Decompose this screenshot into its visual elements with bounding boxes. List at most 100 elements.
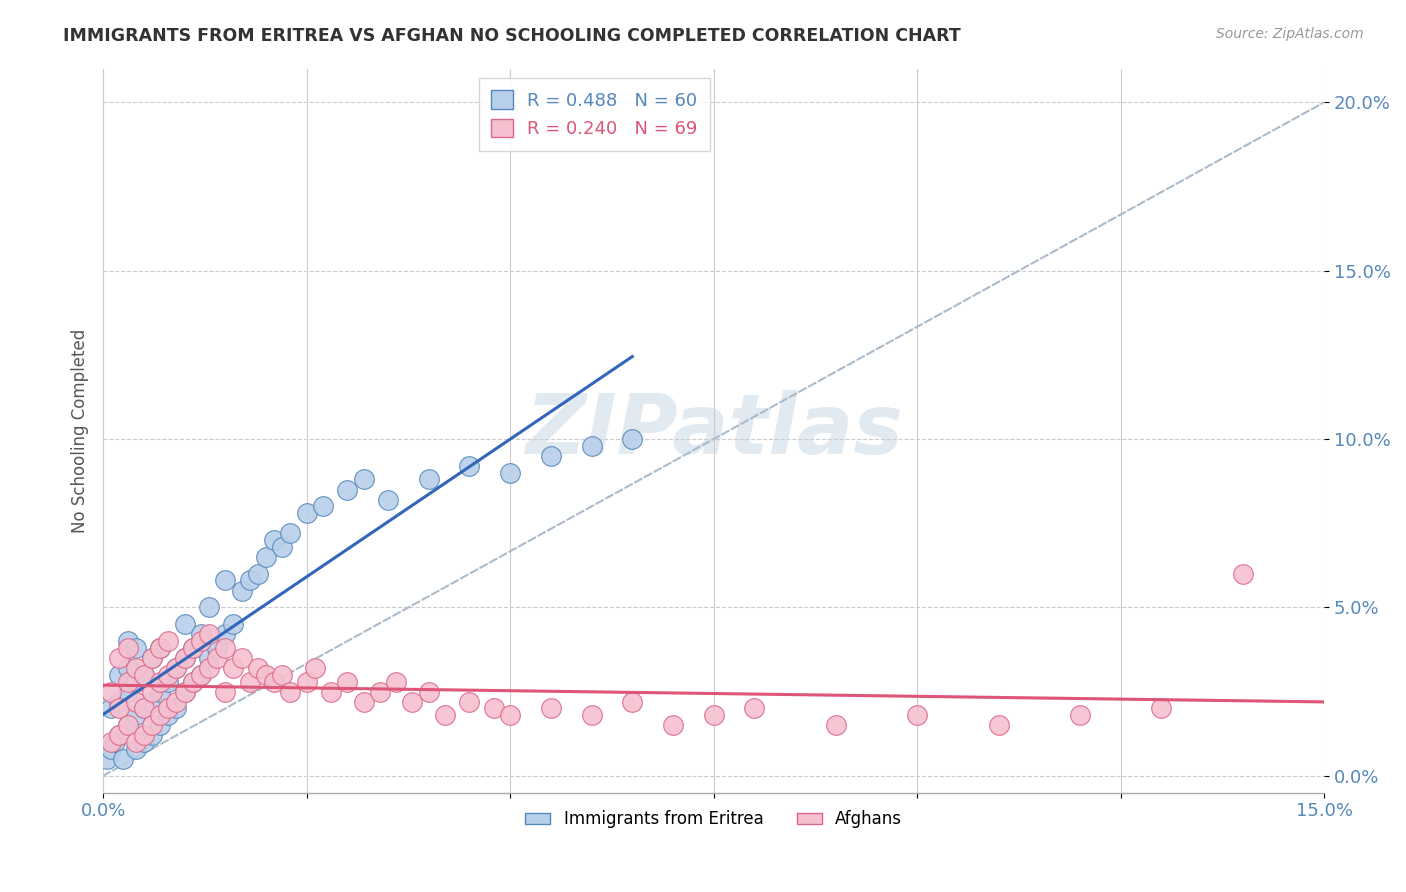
Point — [246, 566, 269, 581]
Point — [231, 583, 253, 598]
Point — [117, 661, 139, 675]
Text: IMMIGRANTS FROM ERITREA VS AFGHAN NO SCHOOLING COMPLETED CORRELATION CHART: IMMIGRANTS FROM ERITREA VS AFGHAN NO SCH… — [63, 27, 962, 45]
Point — [499, 708, 522, 723]
Point — [190, 634, 212, 648]
Point — [141, 651, 163, 665]
Point — [100, 701, 122, 715]
Point — [482, 701, 505, 715]
Point — [96, 752, 118, 766]
Point — [231, 651, 253, 665]
Point — [149, 674, 172, 689]
Point — [205, 651, 228, 665]
Point — [125, 674, 148, 689]
Point — [246, 661, 269, 675]
Point — [108, 667, 131, 681]
Point — [271, 667, 294, 681]
Point — [353, 695, 375, 709]
Point — [198, 600, 221, 615]
Point — [149, 684, 172, 698]
Point — [190, 627, 212, 641]
Point — [190, 667, 212, 681]
Point — [157, 701, 180, 715]
Point — [581, 708, 603, 723]
Point — [499, 466, 522, 480]
Point — [132, 728, 155, 742]
Point — [108, 701, 131, 715]
Point — [165, 661, 187, 675]
Point — [271, 540, 294, 554]
Point — [336, 674, 359, 689]
Point — [254, 549, 277, 564]
Point — [418, 472, 440, 486]
Point — [157, 634, 180, 648]
Point — [173, 684, 195, 698]
Point — [132, 667, 155, 681]
Point — [214, 574, 236, 588]
Point — [157, 674, 180, 689]
Text: ZIPatlas: ZIPatlas — [524, 390, 903, 471]
Point — [117, 674, 139, 689]
Point — [141, 684, 163, 698]
Point — [157, 708, 180, 723]
Point — [418, 684, 440, 698]
Point — [1150, 701, 1173, 715]
Point — [295, 506, 318, 520]
Point — [401, 695, 423, 709]
Point — [104, 735, 127, 749]
Point — [117, 640, 139, 655]
Point — [239, 674, 262, 689]
Text: Source: ZipAtlas.com: Source: ZipAtlas.com — [1216, 27, 1364, 41]
Point — [190, 667, 212, 681]
Point — [621, 432, 644, 446]
Point — [198, 651, 221, 665]
Legend: Immigrants from Eritrea, Afghans: Immigrants from Eritrea, Afghans — [519, 804, 908, 835]
Point — [353, 472, 375, 486]
Point — [181, 640, 204, 655]
Point — [108, 728, 131, 742]
Point — [165, 695, 187, 709]
Point — [117, 684, 139, 698]
Point — [157, 667, 180, 681]
Point — [987, 718, 1010, 732]
Point — [905, 708, 928, 723]
Point — [132, 735, 155, 749]
Point — [100, 684, 122, 698]
Point — [254, 667, 277, 681]
Point — [141, 718, 163, 732]
Point — [117, 718, 139, 732]
Point — [336, 483, 359, 497]
Point — [141, 695, 163, 709]
Point — [108, 695, 131, 709]
Point — [108, 651, 131, 665]
Point — [125, 695, 148, 709]
Point — [100, 742, 122, 756]
Point — [117, 634, 139, 648]
Point — [125, 640, 148, 655]
Point — [117, 718, 139, 732]
Point — [263, 674, 285, 689]
Point — [312, 500, 335, 514]
Point — [125, 735, 148, 749]
Point — [149, 640, 172, 655]
Point — [662, 718, 685, 732]
Point — [125, 742, 148, 756]
Point — [295, 674, 318, 689]
Point — [173, 617, 195, 632]
Point — [149, 640, 172, 655]
Point — [112, 752, 135, 766]
Point — [458, 695, 481, 709]
Point — [222, 617, 245, 632]
Point — [108, 728, 131, 742]
Point — [377, 492, 399, 507]
Point — [280, 526, 302, 541]
Point — [280, 684, 302, 698]
Point — [141, 651, 163, 665]
Point — [385, 674, 408, 689]
Point — [540, 701, 562, 715]
Point — [132, 701, 155, 715]
Point — [149, 718, 172, 732]
Point — [703, 708, 725, 723]
Point — [319, 684, 342, 698]
Point — [744, 701, 766, 715]
Point — [824, 718, 846, 732]
